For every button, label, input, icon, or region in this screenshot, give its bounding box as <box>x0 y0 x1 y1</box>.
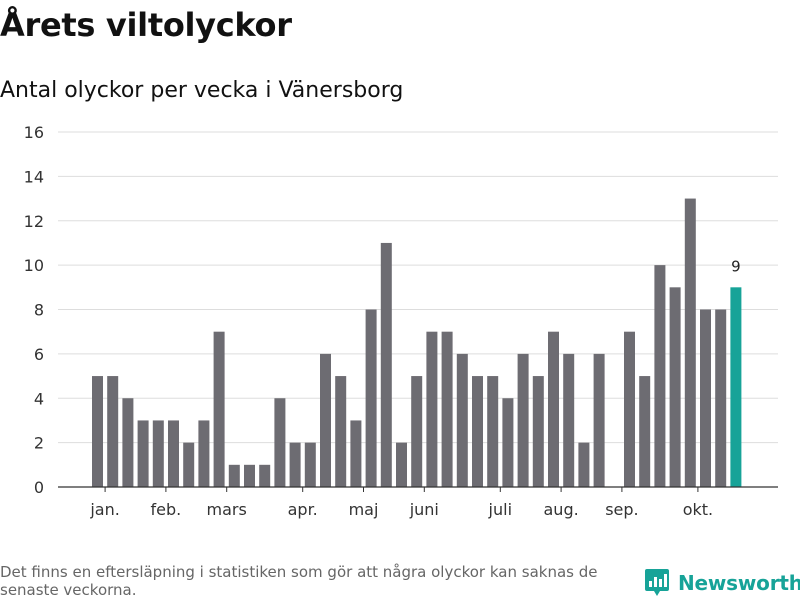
bar-week-8 <box>198 420 210 487</box>
y-tick-label-16: 16 <box>24 123 44 142</box>
newsworthy-logo-text: Newsworthy <box>678 571 800 595</box>
bar-week-28 <box>502 398 514 487</box>
bar-week-13 <box>274 398 286 487</box>
bar-week-24 <box>441 331 453 487</box>
bar-week-39 <box>669 287 681 487</box>
x-tick-label-okt: okt. <box>683 500 713 519</box>
y-axis-ticks: 0 2 4 6 8 10 12 14 16 <box>24 123 44 497</box>
x-tick-label-maj: maj <box>349 500 379 519</box>
bar-week-11 <box>244 464 255 487</box>
x-tick-label-apr: apr. <box>288 500 318 519</box>
bar-week-1 <box>92 376 103 487</box>
bar-week-31 <box>548 331 559 487</box>
bar-week-40 <box>684 198 696 487</box>
bar-week-12 <box>259 464 271 487</box>
bar-week-7 <box>183 442 195 487</box>
bar-week-14 <box>289 442 301 487</box>
y-tick-label-8: 8 <box>34 301 44 320</box>
chart-title: Årets viltolyckor <box>0 6 292 44</box>
bars: 9 <box>92 198 742 487</box>
bar-week-32 <box>563 353 575 487</box>
bar-week-15 <box>304 442 316 487</box>
y-tick-label-0: 0 <box>34 478 44 497</box>
x-axis-ticks: jan. feb. mars apr. maj juni juli aug. sep. okt. <box>89 487 713 519</box>
y-tick-label-12: 12 <box>24 212 44 231</box>
bar-week-17 <box>335 376 347 487</box>
bar-week-20 <box>380 242 392 487</box>
bar-week-2 <box>107 376 119 487</box>
bar-week-21 <box>396 442 407 487</box>
bar-week-6 <box>168 420 179 487</box>
bar-week-34 <box>593 353 605 487</box>
bar-week-5 <box>152 420 164 487</box>
x-tick-label-sep: sep. <box>605 500 638 519</box>
y-tick-label-10: 10 <box>24 256 44 275</box>
y-tick-label-2: 2 <box>34 434 44 453</box>
bar-week-3 <box>122 398 134 487</box>
x-tick-label-feb: feb. <box>151 500 182 519</box>
bar-week-18 <box>350 420 362 487</box>
bar-week-30 <box>532 376 544 487</box>
newsworthy-logo-icon <box>645 569 669 596</box>
bar-week-38 <box>654 265 666 487</box>
bar-week-36 <box>624 331 635 487</box>
bar-week-29 <box>517 353 529 487</box>
y-tick-label-6: 6 <box>34 345 44 364</box>
bar-week-9 <box>213 331 225 487</box>
bar-week-22 <box>411 376 423 487</box>
y-tick-label-14: 14 <box>24 167 44 186</box>
bar-week-4 <box>137 420 149 487</box>
bar-week-43 <box>730 287 742 487</box>
bar-week-16 <box>320 353 331 487</box>
newsworthy-logo: Newsworthy <box>644 569 800 597</box>
x-tick-label-mars: mars <box>207 500 247 519</box>
x-tick-label-aug: aug. <box>544 500 579 519</box>
x-tick-label-juni: juni <box>409 500 439 519</box>
bar-week-19 <box>365 309 377 487</box>
footnote: Det finns en eftersläpning i statistiken… <box>0 563 598 599</box>
bar-week-42 <box>715 309 727 487</box>
bar-week-33 <box>578 442 590 487</box>
y-tick-label-4: 4 <box>34 389 44 408</box>
x-tick-label-juli: juli <box>488 500 512 519</box>
bar-week-27 <box>487 376 499 487</box>
bar-week-25 <box>456 353 468 487</box>
bar-week-10 <box>228 464 240 487</box>
x-tick-label-jan: jan. <box>89 500 119 519</box>
bar-value-label: 9 <box>731 257 741 275</box>
bar-week-37 <box>639 376 651 487</box>
bar-week-26 <box>472 376 483 487</box>
bar-week-41 <box>700 309 711 487</box>
bar-week-23 <box>426 331 438 487</box>
chart-subtitle: Antal olyckor per vecka i Vänersborg <box>0 78 404 103</box>
